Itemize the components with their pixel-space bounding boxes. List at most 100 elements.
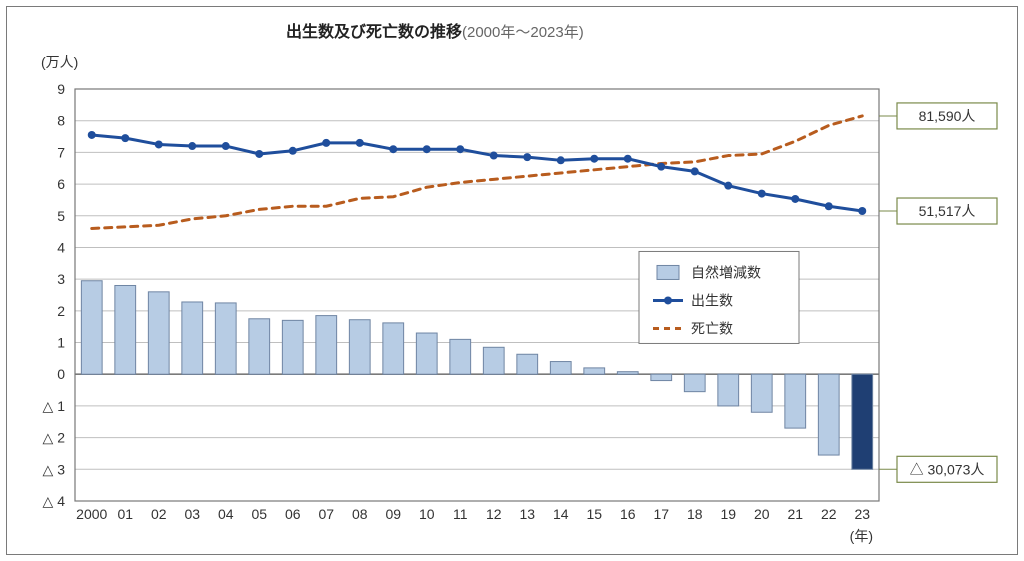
x-tick-label: 18 <box>687 506 703 522</box>
y-unit-label: (万人) <box>41 54 78 70</box>
y-tick-label: △ 4 <box>43 493 66 509</box>
title-sub: (2000年～2023年) <box>462 24 584 41</box>
y-tick-label: 0 <box>57 366 65 382</box>
bar <box>215 303 236 374</box>
x-tick-label: 14 <box>553 506 569 522</box>
marker <box>423 145 431 153</box>
bar <box>818 374 839 455</box>
y-tick-label: △ 2 <box>43 430 66 446</box>
x-tick-label: 20 <box>754 506 770 522</box>
marker <box>691 167 699 175</box>
bar <box>148 292 169 374</box>
callout-text: 81,590人 <box>919 108 976 124</box>
callout-text: △ 30,073人 <box>910 461 985 477</box>
x-tick-label: 2000 <box>76 506 107 522</box>
marker <box>255 150 263 158</box>
y-tick-label: 2 <box>57 303 65 319</box>
bar <box>651 374 672 380</box>
x-tick-label: 19 <box>720 506 736 522</box>
y-tick-label: 4 <box>57 239 65 255</box>
y-tick-label: 3 <box>57 271 65 287</box>
x-tick-label: 13 <box>519 506 535 522</box>
marker <box>523 153 531 161</box>
marker <box>624 155 632 163</box>
bar <box>282 320 303 374</box>
x-tick-label: 12 <box>486 506 502 522</box>
marker <box>289 147 297 155</box>
chart-svg: 出生数及び死亡数の推移 (2000年～2023年)(万人)9876543210△… <box>7 7 1017 554</box>
x-tick-label: 22 <box>821 506 837 522</box>
marker <box>590 155 598 163</box>
callout-text: 51,517人 <box>919 203 976 219</box>
marker <box>389 145 397 153</box>
chart-title: 出生数及び死亡数の推移 (2000年～2023年) <box>286 22 584 41</box>
bar <box>584 368 605 374</box>
marker <box>758 190 766 198</box>
marker <box>858 207 866 215</box>
marker <box>791 195 799 203</box>
y-tick-label: 1 <box>57 335 65 351</box>
marker <box>222 142 230 150</box>
bar <box>718 374 739 406</box>
x-tick-label: 04 <box>218 506 234 522</box>
y-tick-label: 6 <box>57 176 65 192</box>
bar <box>450 339 471 374</box>
y-tick-label: △ 3 <box>43 461 66 477</box>
x-tick-label: 07 <box>318 506 334 522</box>
marker <box>456 145 464 153</box>
x-unit-label: (年) <box>850 528 873 544</box>
marker <box>557 156 565 164</box>
marker <box>356 139 364 147</box>
x-tick-label: 09 <box>385 506 401 522</box>
bar <box>751 374 772 412</box>
legend-swatch-bar <box>657 265 679 279</box>
marker <box>825 202 833 210</box>
callout-births: 51,517人 <box>879 198 997 224</box>
marker <box>322 139 330 147</box>
legend-label: 死亡数 <box>691 320 733 336</box>
bar <box>115 285 136 374</box>
x-tick-label: 06 <box>285 506 301 522</box>
legend-label: 自然増減数 <box>691 264 761 280</box>
marker <box>121 134 129 142</box>
marker <box>155 140 163 148</box>
legend-label: 出生数 <box>691 292 733 308</box>
legend: 自然増減数出生数死亡数 <box>639 251 799 343</box>
marker <box>490 152 498 160</box>
x-tick-label: 02 <box>151 506 167 522</box>
y-tick-label: 9 <box>57 81 65 97</box>
x-tick-label: 21 <box>787 506 803 522</box>
marker <box>724 182 732 190</box>
x-tick-label: 23 <box>854 506 870 522</box>
bar <box>182 302 203 374</box>
x-ticks: 2000010203040506070809101112131415161718… <box>76 506 870 522</box>
x-tick-label: 10 <box>419 506 435 522</box>
bar <box>383 323 404 374</box>
bar <box>316 316 337 375</box>
title-main: 出生数及び死亡数の推移 <box>286 22 462 41</box>
y-tick-label: 5 <box>57 208 65 224</box>
x-tick-label: 15 <box>586 506 602 522</box>
x-tick-label: 03 <box>184 506 200 522</box>
x-tick-label: 16 <box>620 506 636 522</box>
x-tick-label: 05 <box>251 506 267 522</box>
x-tick-label: 08 <box>352 506 368 522</box>
y-tick-label: 7 <box>57 144 65 160</box>
x-tick-label: 17 <box>653 506 669 522</box>
bar <box>483 347 504 374</box>
bar <box>349 320 370 375</box>
bar <box>517 354 538 374</box>
bar <box>684 374 705 391</box>
chart-frame: 出生数及び死亡数の推移 (2000年～2023年)(万人)9876543210△… <box>6 6 1018 555</box>
bar <box>785 374 806 428</box>
y-tick-label: 8 <box>57 113 65 129</box>
callout-deaths: 81,590人 <box>879 103 997 129</box>
bar <box>416 333 437 374</box>
x-tick-label: 01 <box>117 506 133 522</box>
marker <box>657 163 665 171</box>
callout-natural: △ 30,073人 <box>879 456 997 482</box>
marker <box>188 142 196 150</box>
bar <box>617 372 638 375</box>
line-deaths <box>92 116 863 229</box>
bar <box>249 319 270 374</box>
